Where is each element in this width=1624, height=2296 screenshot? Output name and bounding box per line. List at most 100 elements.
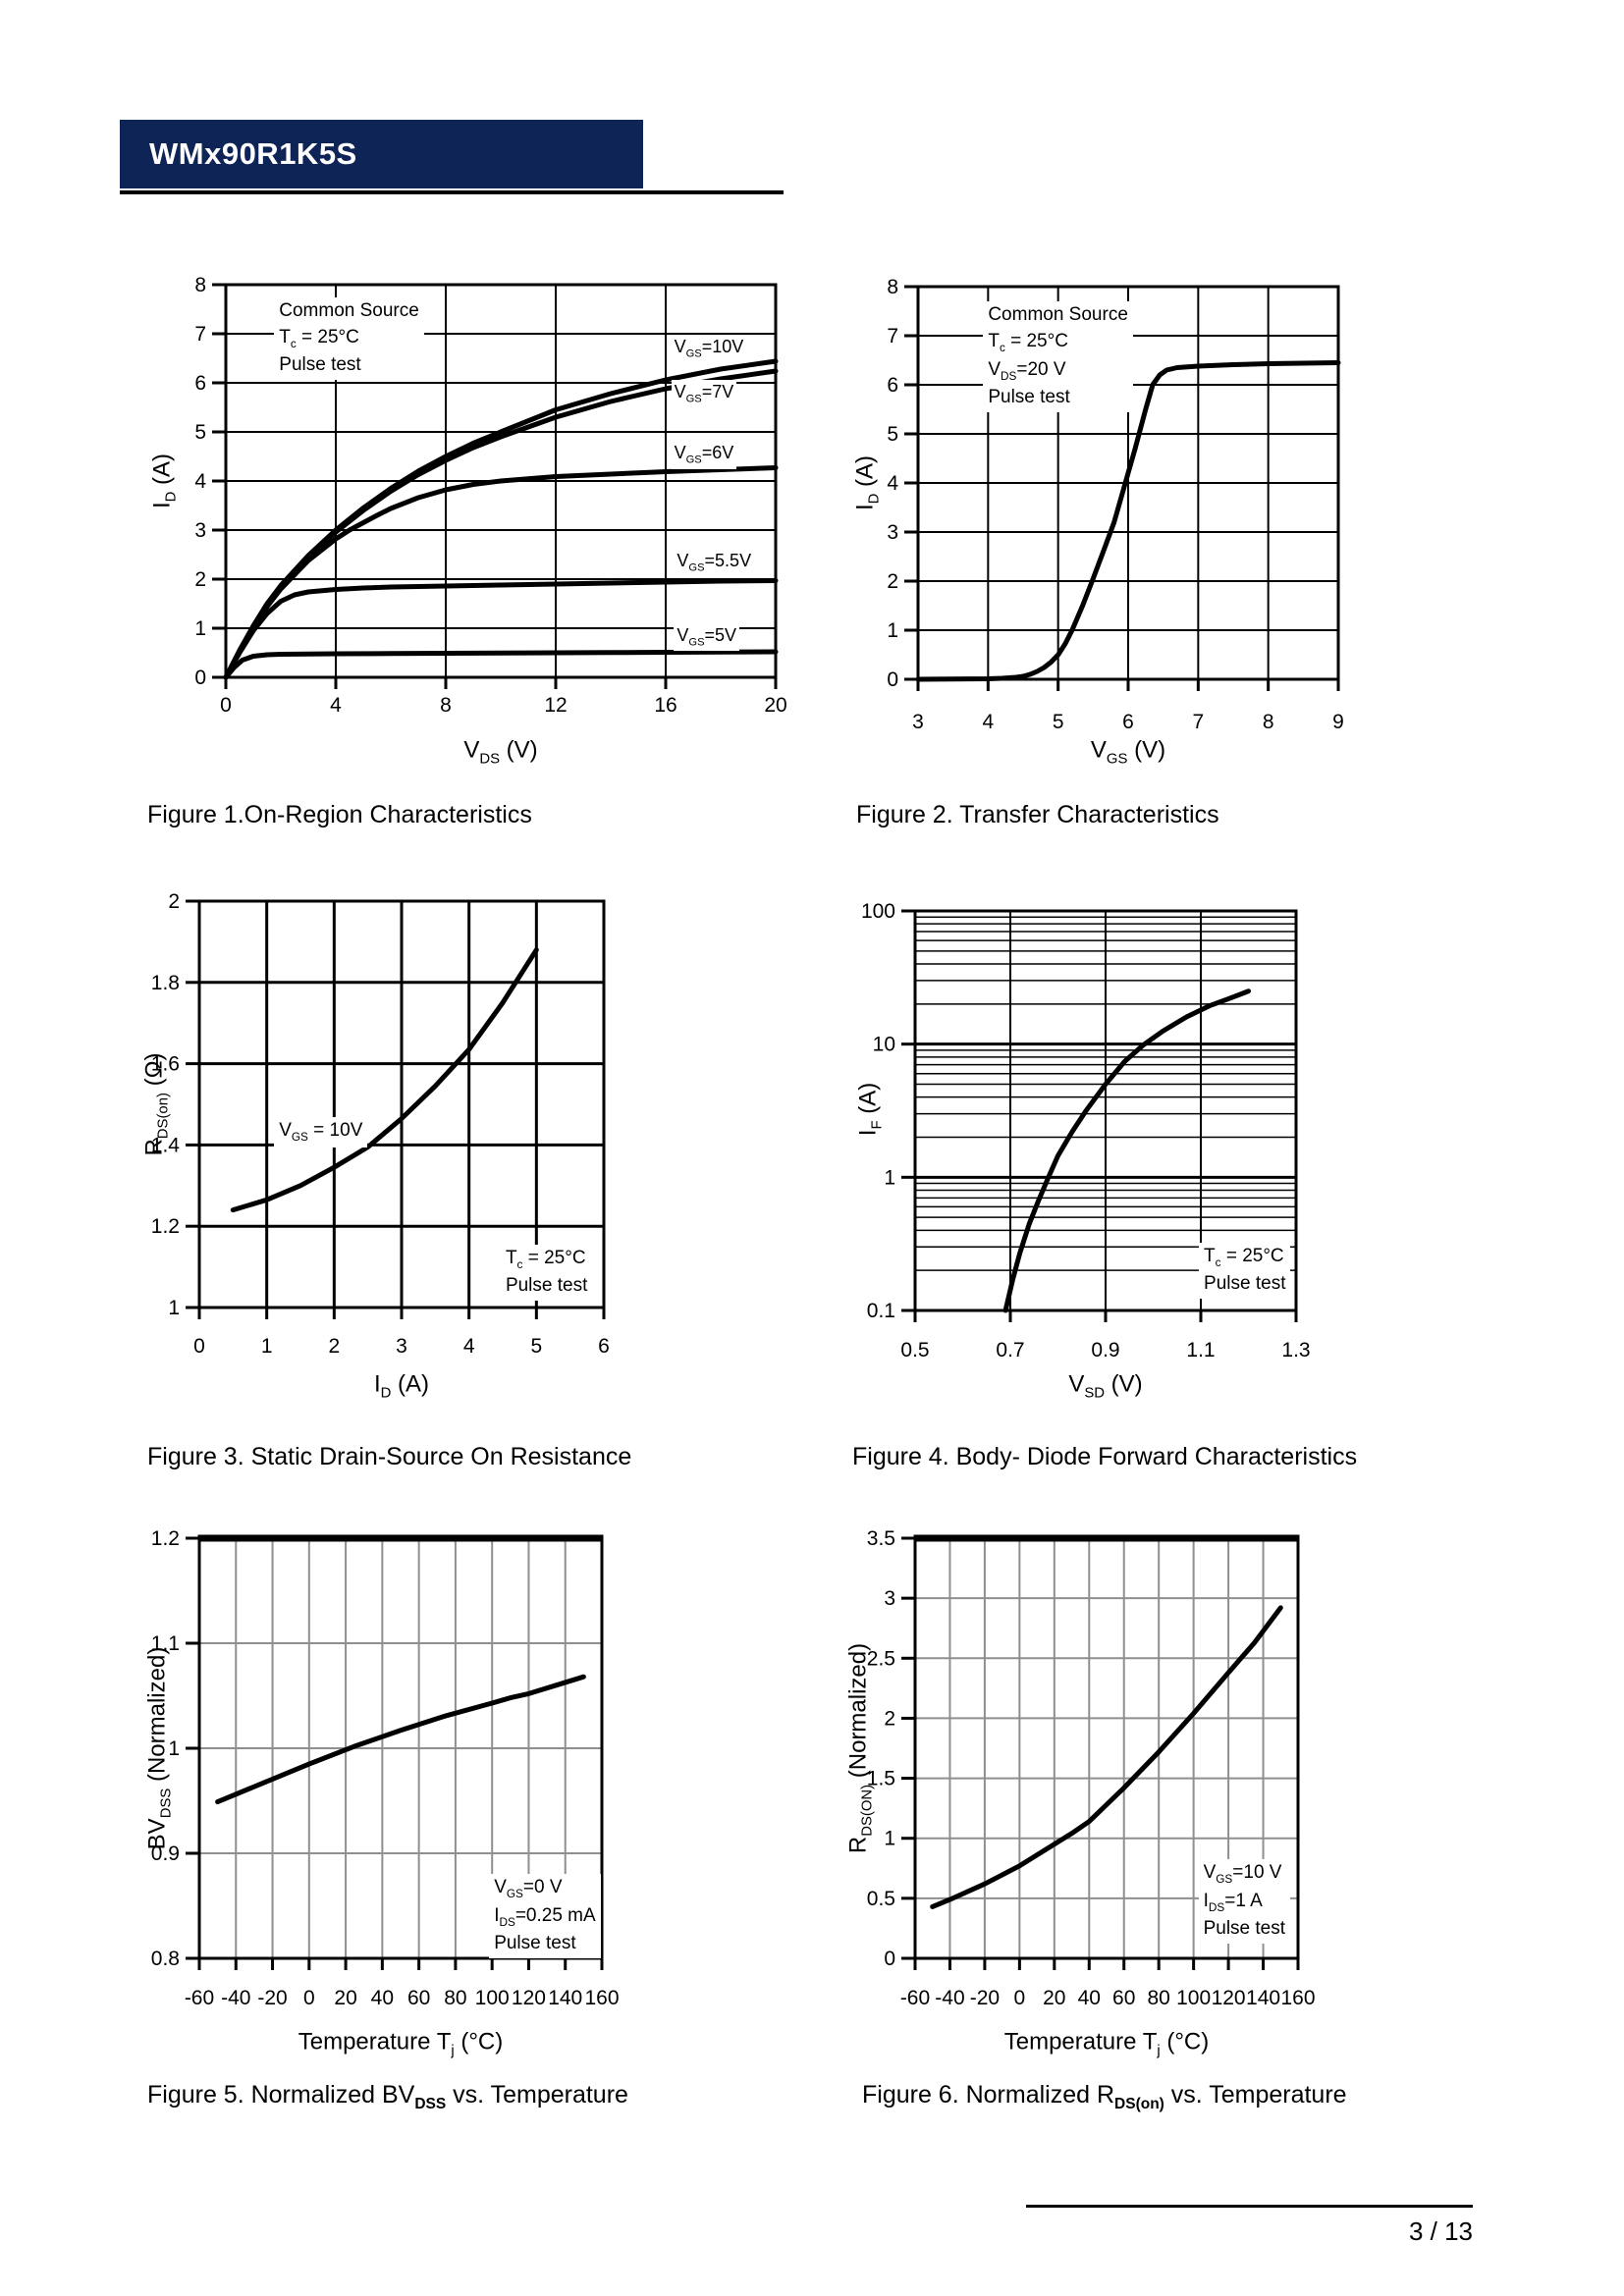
svg-text:1.2: 1.2: [151, 1215, 180, 1238]
fig6-series-rdson-temp-curve: [930, 1605, 1283, 1909]
svg-text:0: 0: [193, 1335, 205, 1358]
fig4-y-axis-label: IF (A): [854, 1082, 886, 1137]
svg-text:-60: -60: [900, 1987, 930, 2009]
fig3-annotation: VGS = 10V: [274, 1117, 368, 1148]
svg-text:8: 8: [887, 276, 898, 298]
fig5-y-axis-label: BVDSS (Normalized): [143, 1646, 175, 1850]
svg-text:120: 120: [512, 1987, 546, 2009]
svg-text:9: 9: [1332, 711, 1344, 733]
svg-text:-40: -40: [935, 1987, 964, 2009]
svg-text:8: 8: [1263, 711, 1274, 733]
fig2-annotation: Common Source Tc = 25°C VDS=20 V Pulse test: [983, 301, 1133, 413]
fig5-caption: Figure 5. Normalized BVDSS vs. Temperatu…: [147, 2081, 628, 2112]
svg-text:2: 2: [884, 1707, 895, 1730]
fig1-chart: 0 4 8 12 16 20 0 1 2 3 4 5 6 7 8 Common Source Tc = 25°C…: [98, 226, 805, 777]
svg-text:0: 0: [887, 668, 898, 691]
svg-text:80: 80: [444, 1987, 466, 2009]
svg-text:80: 80: [1148, 1987, 1170, 2009]
fig2-caption: Figure 2. Transfer Characteristics: [856, 801, 1219, 828]
page-number: 3 / 13: [1408, 2216, 1473, 2246]
fig2-chart: 3 4 5 6 7 8 9 0 1 2 3 4 5 6 7 8 Common Source Tc = 25°C VD…: [825, 226, 1536, 777]
svg-text:-20: -20: [257, 1987, 287, 2009]
svg-text:5: 5: [887, 423, 898, 446]
fig2-series-transfer-curve: [915, 360, 1341, 682]
footer-rule: [1026, 2205, 1473, 2208]
fig5-canvas: -60 -40 -20 0 20 40 60 80 100 120 140 160 0.8 0.9 1 1.1…: [151, 1527, 620, 2009]
svg-text:7: 7: [1192, 711, 1204, 733]
svg-text:60: 60: [1112, 1987, 1135, 2009]
svg-text:-60: -60: [185, 1987, 214, 2009]
fig5-series-bvdss-curve: [215, 1674, 586, 1805]
svg-text:16: 16: [654, 694, 677, 717]
svg-text:3: 3: [194, 519, 206, 542]
svg-text:0: 0: [303, 1987, 315, 2009]
svg-text:140: 140: [548, 1987, 582, 2009]
fig3-y-axis-label: RDS(on) (Ω): [140, 1052, 172, 1156]
svg-text:120: 120: [1212, 1987, 1246, 2009]
svg-text:2: 2: [887, 570, 898, 593]
svg-text:8: 8: [440, 694, 452, 717]
svg-text:0.1: 0.1: [867, 1300, 895, 1322]
svg-text:1.2: 1.2: [151, 1527, 180, 1550]
svg-text:0.9: 0.9: [1091, 1339, 1119, 1362]
fig1-series-label: VGS=6V: [671, 441, 737, 469]
fig1-annotation: Common Source Tc = 25°C Pulse test: [274, 296, 424, 381]
svg-text:1.8: 1.8: [151, 972, 180, 994]
svg-text:0: 0: [220, 694, 232, 717]
svg-text:0.7: 0.7: [996, 1339, 1024, 1362]
svg-text:20: 20: [1043, 1987, 1065, 2009]
fig1-series-label: VGS=5.5V: [674, 548, 755, 577]
fig4-x-axis-label: VSD (V): [1068, 1370, 1143, 1402]
svg-text:4: 4: [887, 472, 898, 495]
fig6-x-axis-label: Temperature Tj (°C): [1003, 2028, 1210, 2059]
svg-text:3: 3: [884, 1587, 895, 1610]
svg-text:2: 2: [328, 1335, 340, 1358]
fig1-caption: Figure 1.On-Region Characteristics: [147, 801, 532, 828]
part-number: WMx90R1K5S: [149, 136, 357, 171]
svg-text:4: 4: [330, 694, 342, 717]
svg-text:100: 100: [861, 900, 895, 923]
svg-text:3.5: 3.5: [867, 1527, 895, 1550]
svg-text:1.5: 1.5: [867, 1768, 895, 1790]
svg-text:6: 6: [194, 372, 206, 395]
svg-text:2: 2: [194, 568, 206, 591]
fig3-x-axis-label: ID (A): [373, 1370, 430, 1402]
svg-text:0: 0: [884, 1948, 895, 1970]
svg-text:1.3: 1.3: [1281, 1339, 1310, 1362]
svg-text:160: 160: [1280, 1987, 1315, 2009]
fig1-series-label: VGS=10V: [671, 335, 747, 363]
svg-text:4: 4: [194, 470, 206, 493]
svg-text:4: 4: [463, 1335, 475, 1358]
fig3-series-rdson-curve: [230, 947, 539, 1213]
fig1-series-label: VGS=5V: [674, 622, 740, 652]
fig4-canvas: 0.5 0.7 0.9 1.1 1.3 0.1 1 10 100: [861, 900, 1311, 1362]
fig1-series-VGS5V: [223, 649, 779, 680]
fig6-canvas: -60 -40 -20 0 20 40 60 80 100 120 140 160 0 0.5 1 1.5 2 2…: [867, 1527, 1316, 2009]
fig3-chart: 0 1 2 3 4 5 6 1 1.2 1.4 1.6 1.8 2 VGS = 10V Tc = 25°C P…: [98, 844, 805, 1414]
svg-text:1: 1: [884, 1166, 895, 1189]
svg-text:20: 20: [764, 694, 786, 717]
svg-text:1: 1: [194, 617, 206, 640]
svg-text:6: 6: [598, 1335, 610, 1358]
fig2-y-axis-label: ID (A): [851, 454, 883, 511]
svg-text:1.1: 1.1: [151, 1632, 180, 1655]
svg-text:100: 100: [1176, 1987, 1211, 2009]
fig3-canvas: 0 1 2 3 4 5 611.21.41.61.82: [151, 890, 610, 1358]
fig2-canvas: 3 4 5 6 7 8 9 0 1 2 3 4 5 6 7 8: [887, 276, 1344, 733]
header-rule: [120, 190, 784, 194]
svg-text:-40: -40: [221, 1987, 250, 2009]
svg-text:0.5: 0.5: [900, 1339, 929, 1362]
svg-text:6: 6: [887, 374, 898, 397]
svg-text:5: 5: [530, 1335, 542, 1358]
svg-text:7: 7: [194, 323, 206, 346]
fig6-caption: Figure 6. Normalized RDS(on) vs. Tempera…: [862, 2081, 1347, 2112]
svg-text:12: 12: [544, 694, 567, 717]
svg-text:8: 8: [194, 274, 206, 296]
svg-text:1.6: 1.6: [151, 1053, 180, 1076]
svg-text:40: 40: [1078, 1987, 1101, 2009]
fig3-annotation: Tc = 25°C Pulse test: [500, 1244, 593, 1302]
svg-text:3: 3: [912, 711, 924, 733]
svg-text:3: 3: [396, 1335, 407, 1358]
svg-text:0.8: 0.8: [151, 1948, 180, 1970]
